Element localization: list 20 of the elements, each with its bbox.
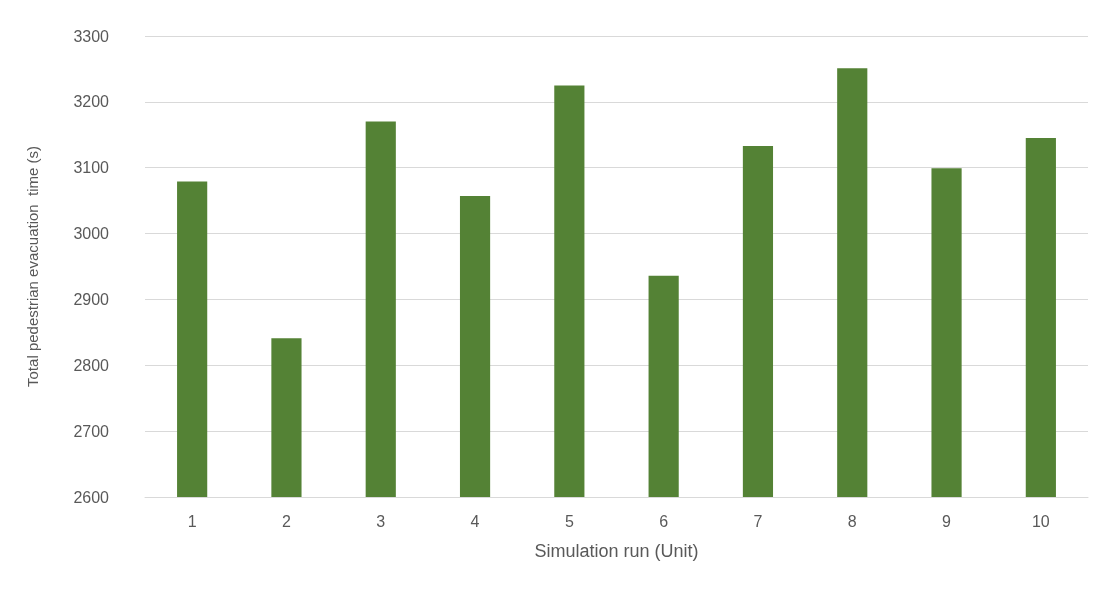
y-axis-title: Total pedestrian evacuation time (s) <box>24 146 41 387</box>
x-tick-label: 8 <box>847 512 857 530</box>
y-tick-label: 2700 <box>73 422 110 440</box>
y-tick-label: 2900 <box>73 290 110 308</box>
x-tick-label: 5 <box>564 512 574 530</box>
x-tick-label: 10 <box>1031 512 1050 530</box>
x-tick-label: 9 <box>942 512 952 530</box>
x-tick-label: 1 <box>187 512 197 530</box>
x-tick-label: 3 <box>376 512 386 530</box>
y-tick-label: 2800 <box>73 356 110 374</box>
y-tick-label: 3100 <box>73 159 110 177</box>
y-tick-label: 3200 <box>73 93 110 111</box>
x-tick-label: 7 <box>753 512 763 530</box>
x-tick-label: 4 <box>470 512 480 530</box>
y-tick-label: 2600 <box>73 488 110 506</box>
y-tick-label: 3300 <box>73 27 110 45</box>
y-tick-label: 3000 <box>73 225 110 243</box>
x-axis-title: Simulation run (Unit) <box>534 541 699 561</box>
x-tick-label: 6 <box>659 512 669 530</box>
x-tick-label: 2 <box>282 512 291 530</box>
